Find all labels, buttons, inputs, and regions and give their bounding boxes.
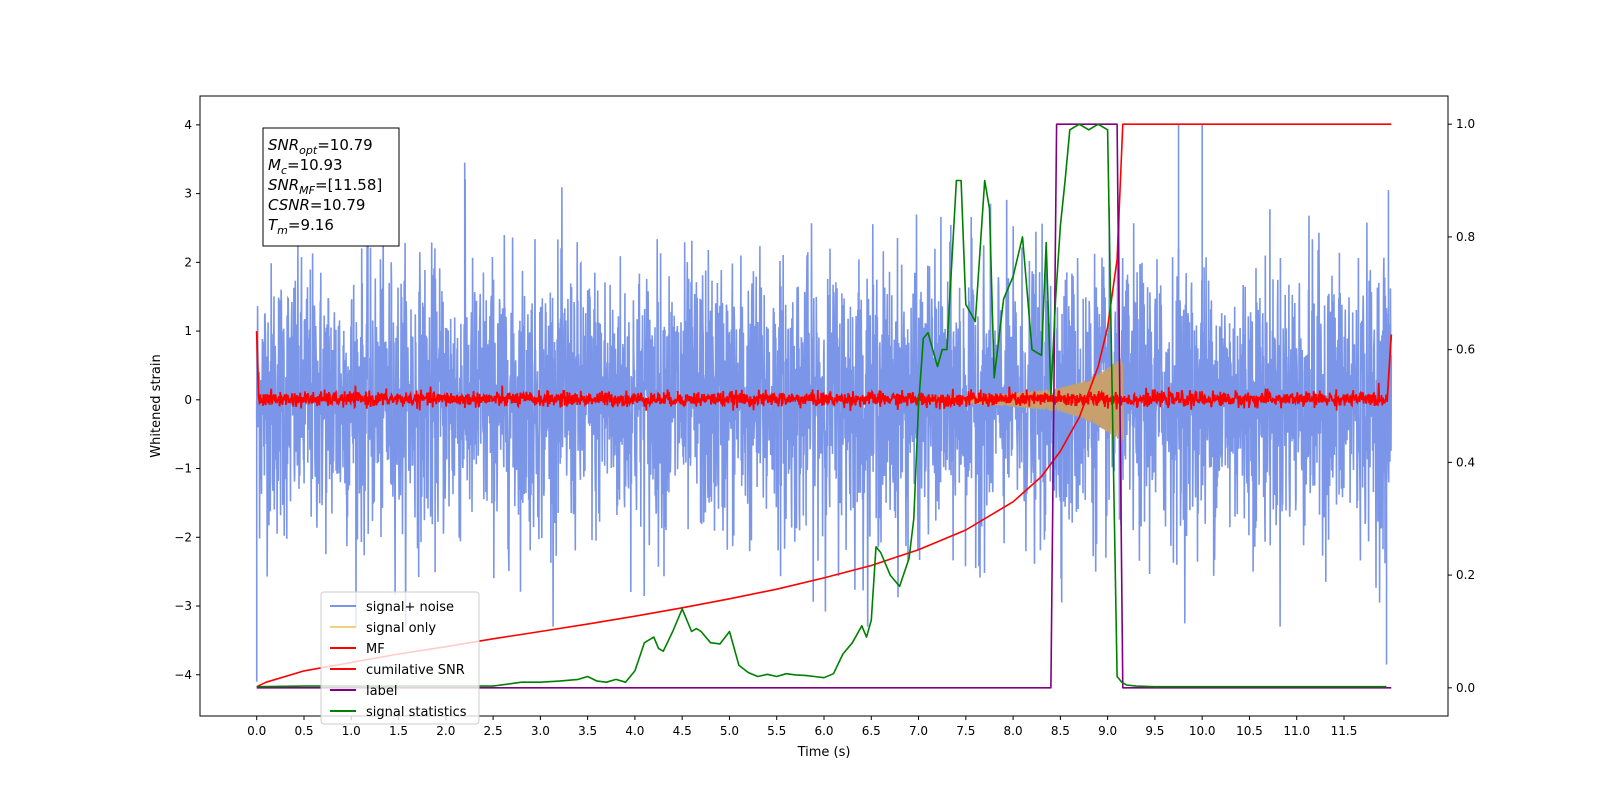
ticks-layer: 0.0 0.5 1.0 1.5 2.0 2.5 3.0 3.5 4.0 4.5 5.0 5.5 6.0 6…	[174, 117, 1475, 738]
x-tick-label: 9.0	[1098, 724, 1117, 738]
legend-label: signal only	[366, 621, 436, 636]
y-axis-label: Whitened strain	[149, 354, 164, 457]
x-tick-label: 11.0	[1283, 724, 1310, 738]
info-symbol: SNR	[268, 136, 299, 154]
y2-tick-label: 0.2	[1456, 568, 1475, 582]
info-line: SNRMF=[11.58]	[268, 176, 382, 197]
info-value: =9.16	[288, 216, 334, 234]
legend-label: signal statistics	[366, 705, 467, 720]
x-tick-label: 6.5	[862, 724, 881, 738]
info-subscript: m	[277, 224, 288, 237]
info-symbol: CSNR	[268, 196, 310, 214]
info-subscript: MF	[299, 184, 315, 197]
info-line: Tm=9.16	[268, 216, 334, 237]
x-tick-label: 11.5	[1331, 724, 1358, 738]
info-line: Mc=10.93	[268, 156, 343, 177]
y-tick-label: −1	[174, 462, 192, 476]
y-tick-label: −3	[174, 599, 192, 613]
y2-tick-label: 1.0	[1456, 117, 1475, 131]
y2-tick-label: 0.6	[1456, 343, 1475, 357]
info-symbol: T	[268, 216, 279, 234]
x-tick-label: 7.0	[909, 724, 928, 738]
x-tick-label: 0.0	[247, 724, 266, 738]
y2-tick-label: 0.4	[1456, 455, 1475, 469]
x-tick-label: 10.5	[1236, 724, 1263, 738]
info-line: SNRopt=10.79	[268, 136, 373, 157]
y-tick-label: 4	[184, 118, 192, 132]
info-subscript: c	[281, 164, 287, 177]
y-tick-label: 1	[184, 324, 192, 338]
x-axis-label: Time (s)	[797, 745, 851, 760]
legend-label: MF	[366, 642, 385, 657]
legend-label: cumilative SNR	[366, 663, 465, 678]
y-tick-label: −2	[174, 530, 192, 544]
legend-frame	[320, 591, 480, 725]
info-box-frame	[262, 127, 400, 247]
x-tick-label: 3.5	[578, 724, 597, 738]
info-value: =10.79	[317, 136, 373, 154]
x-tick-label: 5.5	[767, 724, 786, 738]
series-label	[256, 123, 1392, 689]
y-tick-label: 2	[184, 255, 192, 269]
x-tick-label: 4.0	[625, 724, 644, 738]
y-tick-label: −4	[174, 668, 192, 682]
y2-tick-label: 0.8	[1456, 230, 1475, 244]
x-tick-label: 2.0	[436, 724, 455, 738]
x-tick-label: 0.5	[294, 724, 313, 738]
x-tick-label: 1.0	[342, 724, 361, 738]
x-tick-label: 7.5	[956, 724, 975, 738]
info-symbol: SNR	[268, 176, 299, 194]
info-symbol: M	[268, 156, 281, 174]
info-value: =10.93	[287, 156, 343, 174]
info-box: SNRopt=10.79Mc=10.93SNRMF=[11.58]CSNR=10…	[262, 127, 400, 247]
y2-tick-label: 0.0	[1456, 681, 1475, 695]
x-tick-label: 5.0	[720, 724, 739, 738]
series-mf	[255, 331, 1393, 411]
x-tick-label: 1.5	[389, 724, 408, 738]
x-tick-label: 2.5	[484, 724, 503, 738]
info-line: CSNR=10.79	[268, 196, 365, 214]
info-value: =[11.58]	[315, 176, 382, 194]
y-tick-label: 3	[184, 187, 192, 201]
x-tick-label: 10.0	[1189, 724, 1216, 738]
series-layer	[255, 123, 1393, 689]
series-signal-statistics	[256, 123, 1387, 688]
x-tick-label: 9.5	[1145, 724, 1164, 738]
info-subscript: opt	[299, 144, 318, 157]
info-value: =10.79	[310, 196, 366, 214]
legend: signal+ noise signal only MF cumilative SNR…	[320, 591, 480, 725]
x-tick-label: 8.5	[1051, 724, 1070, 738]
x-tick-label: 8.0	[1004, 724, 1023, 738]
legend-label: signal+ noise	[366, 600, 454, 615]
y-tick-label: 0	[184, 393, 192, 407]
x-tick-label: 3.0	[531, 724, 550, 738]
legend-label: label	[366, 684, 397, 699]
x-tick-label: 4.5	[673, 724, 692, 738]
x-tick-label: 6.0	[814, 724, 833, 738]
